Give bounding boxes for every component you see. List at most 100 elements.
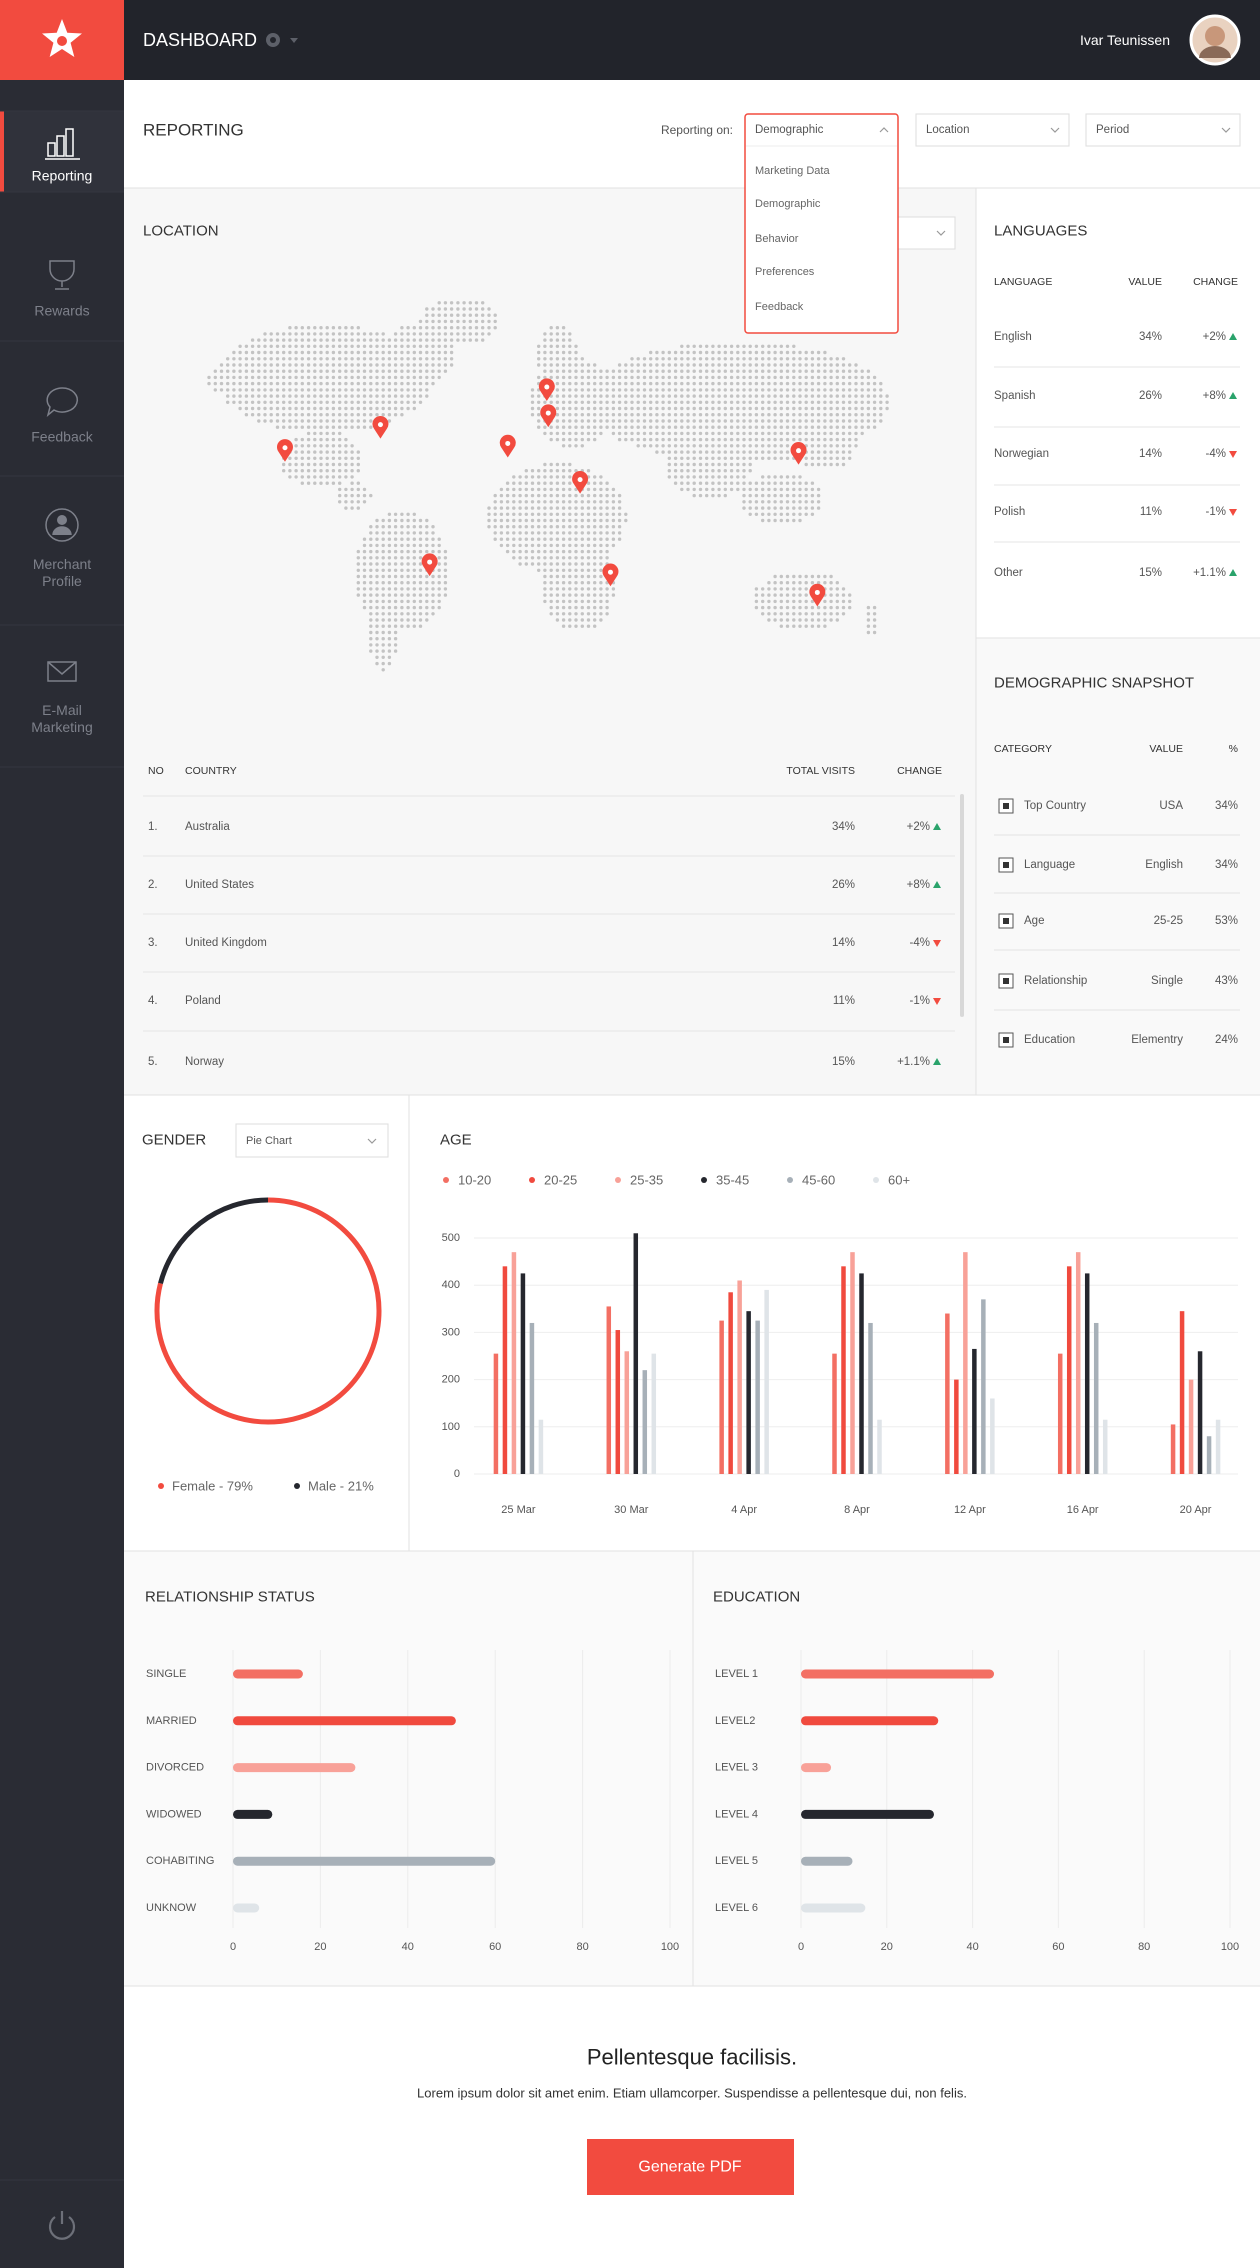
nav-label[interactable]: Merchant Profile: [32, 556, 92, 589]
map-dot: [375, 537, 379, 541]
map-dot: [300, 388, 304, 392]
map-dot: [742, 394, 746, 398]
filter-dropdown[interactable]: [915, 113, 1070, 147]
map-dot: [487, 332, 491, 336]
legend-label: Male - 21%: [308, 1479, 374, 1494]
map-dot: [462, 319, 466, 324]
map-dot: [792, 518, 796, 523]
map-dot: [306, 425, 311, 429]
map-dot: [586, 568, 591, 572]
map-dot: [617, 518, 622, 523]
map-dot: [792, 493, 796, 498]
map-dot: [362, 419, 367, 423]
map-dot: [748, 388, 752, 392]
map-dot: [599, 543, 603, 548]
map-dot: [804, 581, 808, 585]
map-dot: [804, 363, 808, 367]
map-dot: [705, 425, 709, 429]
map-dot: [418, 599, 423, 604]
map-dot: [393, 643, 398, 647]
dropdown-option[interactable]: Behavior: [755, 233, 799, 245]
map-dot: [400, 388, 404, 392]
map-dot: [636, 431, 640, 436]
dropdown-option[interactable]: Feedback: [755, 301, 804, 313]
map-dot: [319, 469, 323, 473]
map-dot: [400, 406, 404, 411]
map-dot: [748, 406, 752, 411]
map-dot: [823, 581, 827, 585]
map-dot: [667, 394, 671, 398]
map-dot: [593, 543, 597, 548]
map-pin-dot: [427, 559, 433, 565]
map-dot: [599, 413, 603, 417]
change-down-icon: [1229, 451, 1237, 458]
map-dot: [599, 549, 603, 554]
map-dot: [393, 369, 398, 373]
map-dot: [642, 444, 647, 448]
chart-title: GENDER: [142, 1132, 206, 1149]
chart-title: AGE: [440, 1132, 472, 1149]
dropdown-option[interactable]: Preferences: [755, 266, 815, 278]
map-dot: [661, 413, 665, 417]
filter-dropdown[interactable]: [1085, 113, 1241, 147]
map-dot: [238, 388, 242, 392]
map-dot: [698, 487, 703, 492]
map-dot: [555, 375, 560, 380]
map-dot: [667, 437, 671, 442]
map-dot: [860, 419, 864, 423]
map-dot: [705, 413, 709, 417]
filter-dropdown-open[interactable]: [744, 113, 899, 334]
map-dot: [400, 375, 404, 380]
map-dot: [773, 381, 777, 386]
map-dot: [543, 332, 547, 336]
map-dot: [306, 400, 311, 404]
map-dot: [518, 475, 522, 479]
map-dot: [761, 481, 765, 485]
nav-label[interactable]: E-Mail Marketing: [31, 702, 93, 735]
map-dot: [823, 450, 827, 454]
nav-label[interactable]: Feedback: [31, 428, 93, 445]
map-dot: [387, 419, 392, 423]
map-dot: [344, 487, 348, 492]
map-dot: [605, 500, 609, 504]
map-dot: [238, 357, 242, 361]
map-dot: [729, 487, 734, 492]
map-dot: [319, 475, 323, 479]
map-dot: [431, 593, 435, 597]
map-dot: [568, 593, 572, 597]
table-cell: -1%: [910, 995, 930, 1007]
map-dot: [785, 481, 790, 485]
x-tick-label: 40: [402, 1941, 414, 1953]
map-dot: [711, 413, 715, 417]
map-dot: [661, 425, 665, 429]
map-dot: [561, 543, 566, 548]
map-dot: [655, 394, 659, 398]
dropdown-option[interactable]: Demographic: [755, 198, 821, 210]
map-dot: [823, 605, 827, 610]
map-dot: [306, 469, 311, 473]
map-dot: [754, 369, 759, 373]
map-dot: [885, 394, 889, 398]
map-dot: [393, 357, 398, 361]
table-header: TOTAL VISITS: [786, 765, 855, 777]
map-dot: [481, 313, 485, 317]
map-dot: [530, 413, 535, 417]
chart-type-dropdown[interactable]: [235, 1123, 389, 1158]
generate-pdf-button[interactable]: [587, 2139, 794, 2195]
map-dot: [810, 357, 815, 361]
map-dot: [792, 394, 796, 398]
map-dot: [549, 437, 553, 442]
map-dot: [257, 357, 261, 361]
map-dot: [375, 587, 379, 591]
map-pin-dot: [545, 410, 551, 416]
map-dot: [530, 469, 535, 473]
dropdown-option[interactable]: Marketing Data: [755, 165, 830, 177]
nav-label[interactable]: Reporting: [31, 167, 93, 184]
map-dot: [412, 350, 416, 355]
nav-label[interactable]: Rewards: [34, 302, 90, 319]
map-dot: [823, 624, 827, 628]
map-dot: [742, 381, 746, 386]
map-dot: [381, 605, 385, 610]
map-dot: [705, 437, 709, 442]
map-dot: [761, 425, 765, 429]
